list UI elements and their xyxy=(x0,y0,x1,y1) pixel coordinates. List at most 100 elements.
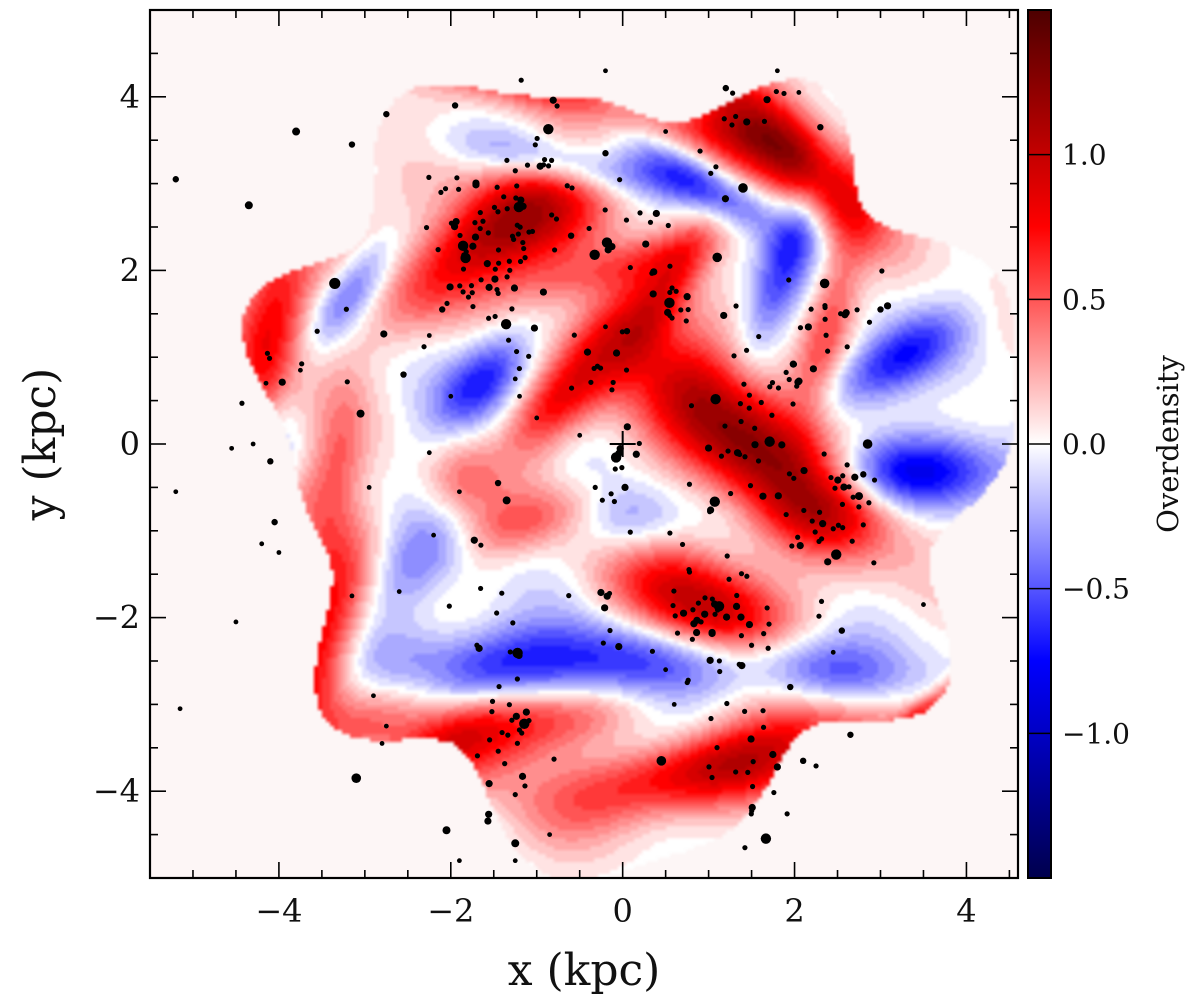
cluster-point xyxy=(173,489,179,495)
cluster-point xyxy=(299,361,305,367)
cluster-point xyxy=(800,466,808,475)
cluster-point xyxy=(244,201,253,210)
cluster-point xyxy=(442,826,451,835)
cluster-point xyxy=(706,656,714,664)
cluster-point xyxy=(514,183,520,189)
cluster-point xyxy=(685,306,691,313)
cluster-point xyxy=(351,773,362,783)
cluster-point xyxy=(847,731,854,738)
cluster-point xyxy=(809,518,815,524)
cluster-point xyxy=(400,371,407,378)
cluster-point xyxy=(514,740,520,746)
cluster-point xyxy=(426,450,432,456)
x-tick-label: −4 xyxy=(255,892,302,930)
cluster-point xyxy=(738,183,748,193)
cluster-point xyxy=(571,332,577,338)
cluster-point xyxy=(722,423,728,429)
cluster-point xyxy=(229,445,235,451)
cluster-point xyxy=(709,596,715,602)
cluster-point xyxy=(469,242,477,250)
cluster-point xyxy=(438,189,444,195)
x-tick-label: −2 xyxy=(427,892,474,930)
cluster-point xyxy=(736,661,742,667)
cluster-point xyxy=(769,380,776,386)
cluster-point xyxy=(789,543,795,549)
cluster-point xyxy=(444,300,450,307)
cluster-point xyxy=(808,306,814,312)
cluster-point xyxy=(760,833,772,844)
cluster-point xyxy=(472,220,478,226)
cluster-point xyxy=(457,283,463,289)
cluster-point xyxy=(679,541,686,548)
cluster-point xyxy=(371,693,376,699)
cluster-point xyxy=(747,483,754,489)
cluster-point xyxy=(828,474,834,481)
cluster-point xyxy=(609,387,615,393)
cluster-point xyxy=(543,123,554,135)
cluster-point xyxy=(512,791,518,798)
cluster-point xyxy=(623,423,631,431)
cluster-point xyxy=(504,206,510,212)
cluster-point xyxy=(450,223,459,231)
cluster-point xyxy=(679,609,688,617)
colorbar-ticks: −1.0 −0.5 0.0 0.5 1.0 xyxy=(1028,139,1130,750)
cluster-point xyxy=(460,289,466,295)
cluster-point xyxy=(747,735,755,743)
cluster-point xyxy=(541,157,548,163)
cluster-point xyxy=(329,277,341,290)
cluster-point xyxy=(250,441,256,447)
cluster-point xyxy=(491,204,498,210)
cluster-point xyxy=(477,209,483,216)
cluster-point xyxy=(742,845,748,851)
cluster-point xyxy=(423,224,430,231)
cluster-point xyxy=(851,473,859,481)
cluster-point xyxy=(615,643,623,651)
cluster-point xyxy=(608,491,614,497)
cluster-point xyxy=(619,329,625,335)
cluster-point xyxy=(469,290,475,296)
cluster-point xyxy=(379,741,385,746)
cluster-point xyxy=(835,522,841,528)
cluster-point xyxy=(456,489,462,495)
cluster-point xyxy=(854,307,860,313)
cluster-point xyxy=(496,260,502,266)
cluster-point xyxy=(686,569,693,575)
cluster-point xyxy=(742,708,748,714)
cluster-point xyxy=(850,494,856,500)
cluster-point xyxy=(706,764,712,770)
cluster-point xyxy=(667,263,673,269)
cluster-point xyxy=(636,440,642,447)
cluster-point xyxy=(264,350,271,356)
cluster-point xyxy=(773,88,779,95)
cluster-point xyxy=(601,237,613,248)
cluster-point xyxy=(786,376,792,383)
cluster-point xyxy=(765,645,771,651)
cluster-point xyxy=(748,642,755,648)
cluster-point xyxy=(438,306,446,313)
cluster-point xyxy=(816,613,822,619)
cluster-point xyxy=(746,405,752,411)
cluster-point xyxy=(465,294,472,300)
cluster-point xyxy=(606,590,613,597)
cluster-point xyxy=(448,393,454,399)
cluster-point xyxy=(263,380,269,386)
cluster-point xyxy=(516,727,523,733)
cluster-point xyxy=(292,127,301,136)
cluster-point xyxy=(686,481,693,487)
cluster-point xyxy=(801,507,807,514)
cluster-point xyxy=(421,344,427,350)
cluster-point xyxy=(567,232,575,239)
cluster-point xyxy=(511,839,520,848)
cluster-point xyxy=(831,549,842,560)
cluster-point xyxy=(521,245,527,252)
cluster-point xyxy=(495,748,501,754)
cluster-point xyxy=(566,593,572,599)
cluster-point xyxy=(601,604,609,612)
y-tick-label: 4 xyxy=(120,78,140,116)
cluster-point xyxy=(652,209,660,218)
cluster-point xyxy=(821,451,827,457)
cluster-point xyxy=(813,763,819,769)
y-axis-label: y (kpc) xyxy=(15,368,66,522)
cluster-point xyxy=(671,702,677,707)
